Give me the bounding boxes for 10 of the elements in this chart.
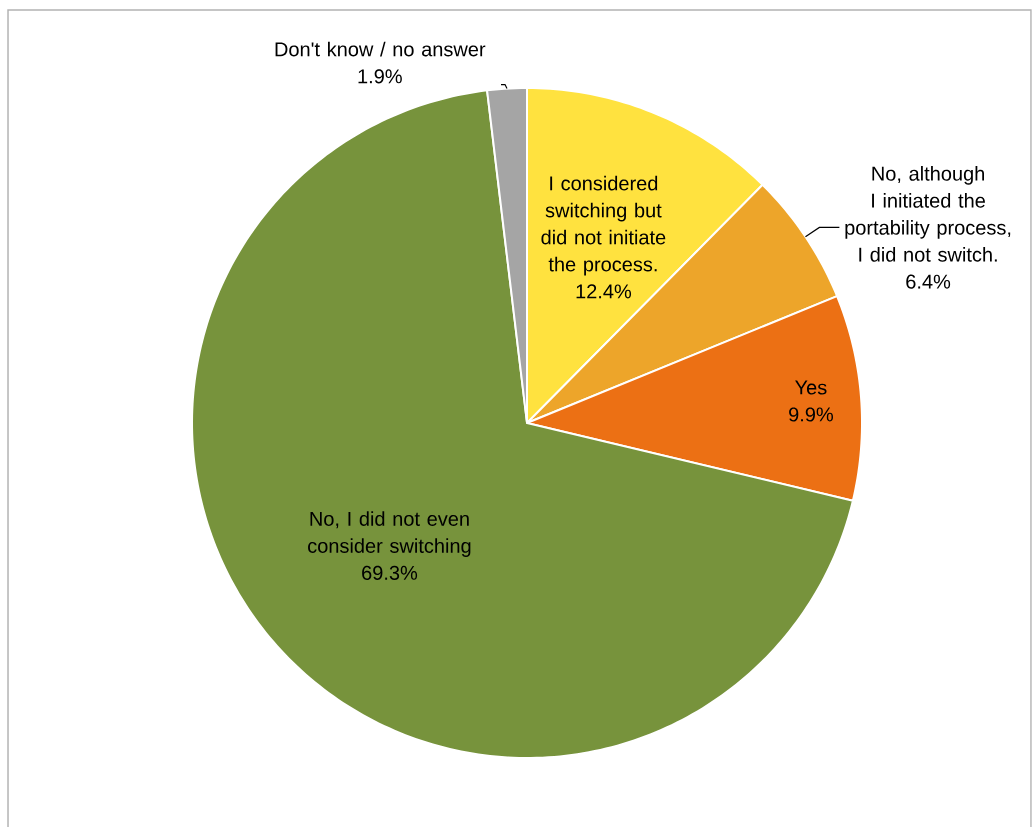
data-label: 1.9% bbox=[358, 69, 402, 84]
slice-label: No, I did not even consider switching bbox=[308, 511, 471, 557]
slice-label: Yes bbox=[795, 380, 827, 395]
slice-label: I considered switching but did not initiate the process. bbox=[541, 175, 666, 276]
data-label: 12.4% bbox=[576, 284, 632, 299]
data-label: 9.9% bbox=[789, 407, 833, 422]
slice-label: No, although I initiated the portability process, I did not switch. bbox=[845, 166, 1011, 262]
data-label: 69.3% bbox=[362, 565, 418, 580]
slice-label: Don't know / no answer bbox=[275, 41, 486, 57]
data-label: 6.4% bbox=[906, 274, 951, 289]
